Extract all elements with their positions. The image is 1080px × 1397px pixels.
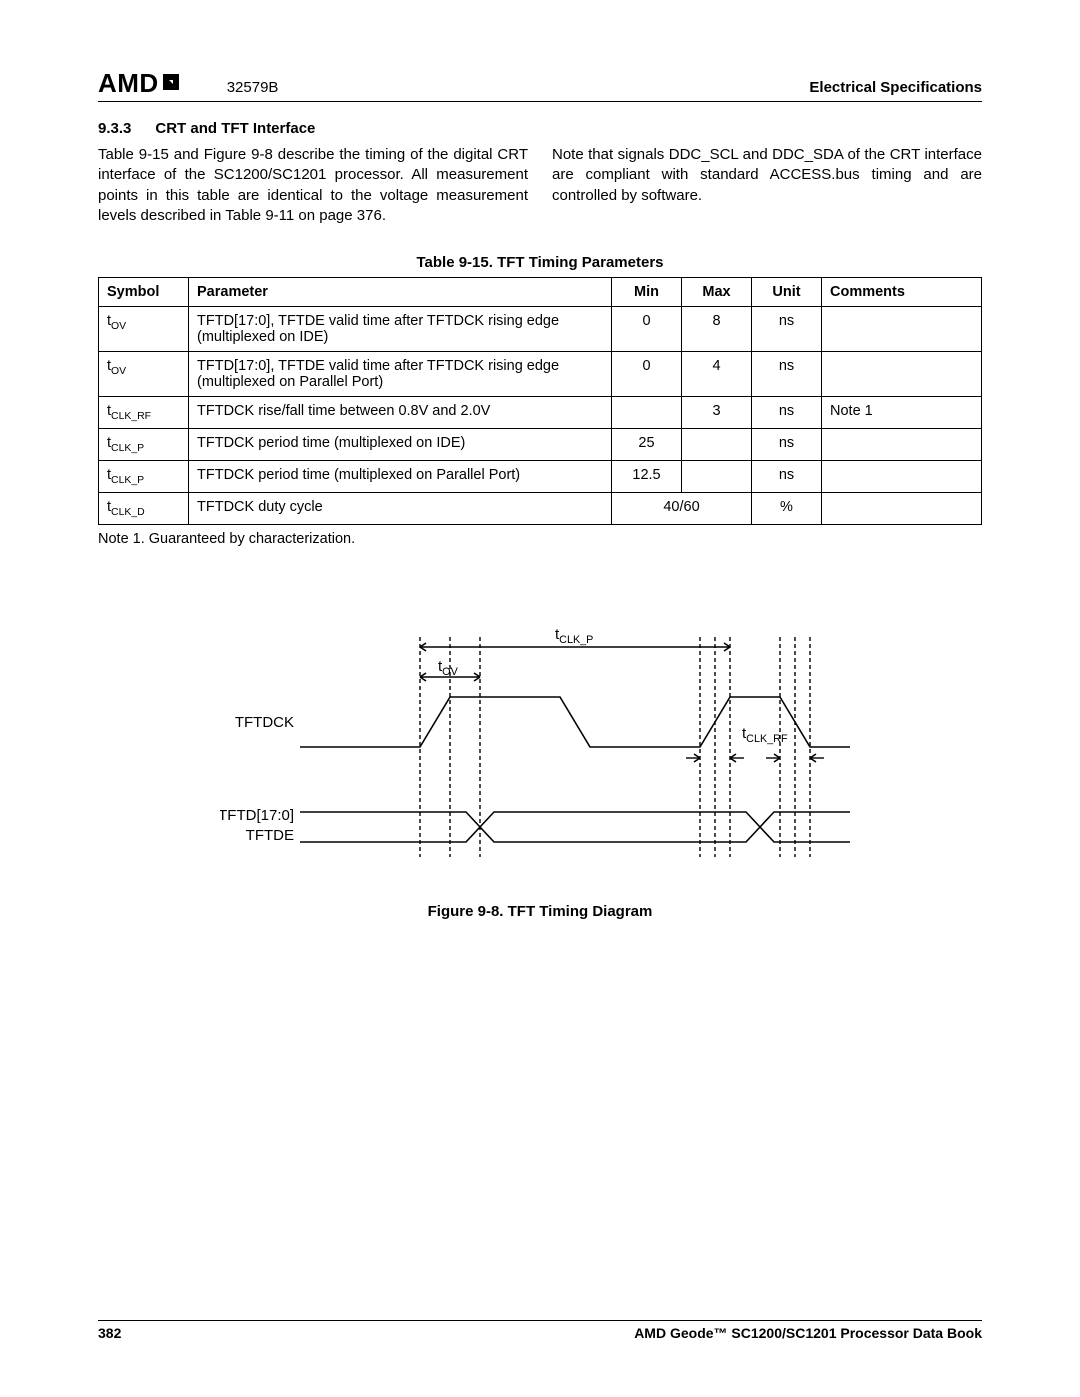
cell-unit: ns: [752, 352, 822, 397]
table-row: tOVTFTD[17:0], TFTDE valid time after TF…: [99, 307, 982, 352]
book-title: AMD Geode™ SC1200/SC1201 Processor Data …: [634, 1325, 982, 1341]
cell-unit: ns: [752, 428, 822, 460]
svg-text:tCLK_P: tCLK_P: [555, 626, 593, 646]
th-min: Min: [612, 278, 682, 307]
cell-min: [612, 397, 682, 429]
header-section-title: Electrical Specifications: [809, 79, 982, 96]
svg-text:TFTD[17:0]: TFTD[17:0]: [220, 807, 294, 824]
cell-parameter: TFTD[17:0], TFTDE valid time after TFTDC…: [189, 307, 612, 352]
timing-diagram: tCLK_P tOV tCLK_RF TFTDCK TFTD[17:0] TFTDE: [220, 607, 860, 887]
cell-min: 12.5: [612, 460, 682, 492]
cell-min: 0: [612, 307, 682, 352]
doc-number: 32579B: [227, 79, 279, 96]
cell-comments: [822, 492, 982, 524]
timing-table: Symbol Parameter Min Max Unit Comments t…: [98, 277, 982, 525]
th-symbol: Symbol: [99, 278, 189, 307]
svg-text:tCLK_RF: tCLK_RF: [742, 725, 788, 745]
cell-unit: ns: [752, 460, 822, 492]
cell-parameter: TFTDCK period time (multiplexed on IDE): [189, 428, 612, 460]
figure-wrap: tCLK_P tOV tCLK_RF TFTDCK TFTD[17:0] TFTDE Fi…: [98, 607, 982, 920]
table-row: tCLK_PTFTDCK period time (multiplexed on…: [99, 428, 982, 460]
section-heading: 9.3.3 CRT and TFT Interface: [98, 120, 982, 137]
table-row: tOVTFTD[17:0], TFTDE valid time after TF…: [99, 352, 982, 397]
section-title: CRT and TFT Interface: [155, 120, 315, 137]
cell-max: 3: [682, 397, 752, 429]
cell-parameter: TFTDCK rise/fall time between 0.8V and 2…: [189, 397, 612, 429]
svg-text:TFTDE: TFTDE: [246, 827, 294, 844]
body-col-right: Note that signals DDC_SCL and DDC_SDA of…: [552, 145, 982, 226]
th-comments: Comments: [822, 278, 982, 307]
cell-comments: [822, 307, 982, 352]
th-unit: Unit: [752, 278, 822, 307]
svg-text:TFTDCK: TFTDCK: [235, 714, 294, 731]
cell-parameter: TFTDCK period time (multiplexed on Paral…: [189, 460, 612, 492]
amd-logo: AMD: [98, 68, 185, 99]
svg-text:tOV: tOV: [438, 658, 459, 678]
th-max: Max: [682, 278, 752, 307]
section-number: 9.3.3: [98, 120, 131, 137]
cell-parameter: TFTD[17:0], TFTDE valid time after TFTDC…: [189, 352, 612, 397]
body-columns: Table 9-15 and Figure 9-8 describe the t…: [98, 145, 982, 226]
table-row: tCLK_RFTFTDCK rise/fall time between 0.8…: [99, 397, 982, 429]
cell-max: 4: [682, 352, 752, 397]
table-note: Note 1. Guaranteed by characterization.: [98, 531, 982, 547]
cell-symbol: tOV: [99, 307, 189, 352]
cell-symbol: tOV: [99, 352, 189, 397]
cell-max: [682, 460, 752, 492]
cell-max: [682, 428, 752, 460]
table-row: tCLK_DTFTDCK duty cycle40/60%: [99, 492, 982, 524]
cell-comments: Note 1: [822, 397, 982, 429]
body-col-left: Table 9-15 and Figure 9-8 describe the t…: [98, 145, 528, 226]
cell-symbol: tCLK_P: [99, 428, 189, 460]
page-number: 382: [98, 1325, 121, 1341]
table-row: tCLK_PTFTDCK period time (multiplexed on…: [99, 460, 982, 492]
cell-unit: ns: [752, 307, 822, 352]
cell-max: 8: [682, 307, 752, 352]
logo-text: AMD: [98, 68, 159, 99]
table-header-row: Symbol Parameter Min Max Unit Comments: [99, 278, 982, 307]
logo-arrow-icon: [161, 68, 185, 99]
cell-min: 25: [612, 428, 682, 460]
cell-comments: [822, 428, 982, 460]
cell-unit: ns: [752, 397, 822, 429]
cell-comments: [822, 460, 982, 492]
cell-minmax: 40/60: [612, 492, 752, 524]
table-caption: Table 9-15. TFT Timing Parameters: [98, 254, 982, 271]
cell-unit: %: [752, 492, 822, 524]
page: AMD 32579B Electrical Specifications 9.3…: [0, 0, 1080, 1397]
th-parameter: Parameter: [189, 278, 612, 307]
cell-symbol: tCLK_RF: [99, 397, 189, 429]
page-footer: 382 AMD Geode™ SC1200/SC1201 Processor D…: [98, 1320, 982, 1341]
cell-parameter: TFTDCK duty cycle: [189, 492, 612, 524]
cell-min: 0: [612, 352, 682, 397]
figure-caption: Figure 9-8. TFT Timing Diagram: [428, 903, 653, 920]
cell-comments: [822, 352, 982, 397]
cell-symbol: tCLK_P: [99, 460, 189, 492]
cell-symbol: tCLK_D: [99, 492, 189, 524]
page-header: AMD 32579B Electrical Specifications: [98, 68, 982, 102]
